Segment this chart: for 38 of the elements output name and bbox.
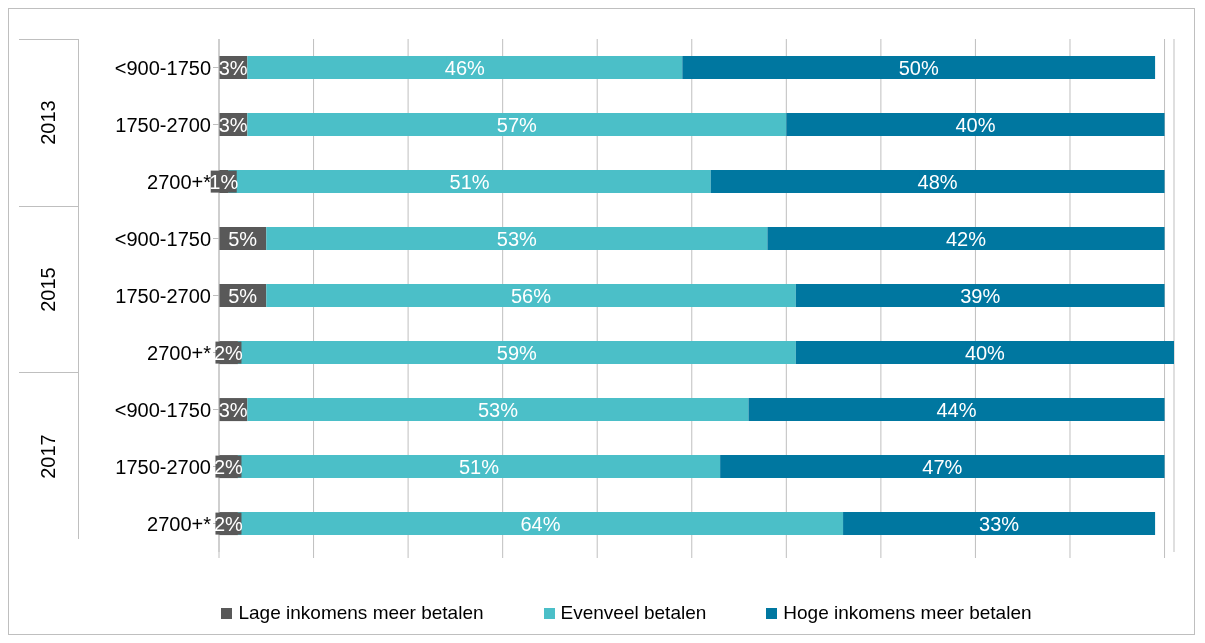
data-label: 64%: [520, 512, 561, 535]
data-label: 44%: [936, 398, 977, 421]
data-label: 59%: [496, 341, 538, 364]
legend-label: Evenveel betalen: [559, 602, 707, 624]
data-label: 51%: [449, 170, 490, 193]
y-tick-label: 1750-2700: [115, 455, 211, 478]
legend-label: Hoge inkomens meer betalen: [782, 602, 1032, 624]
data-label: 33%: [979, 512, 1020, 535]
legend-label: Lage inkomens meer betalen: [237, 602, 484, 624]
data-label: 48%: [917, 170, 958, 193]
y-tick-label: <900-1750: [114, 398, 211, 421]
data-label: 3%: [218, 113, 248, 136]
data-label: 51%: [459, 455, 500, 478]
y-tick-label: 2700+*: [147, 512, 212, 535]
y-tick-label: 2700+*: [147, 170, 212, 193]
text: 2015: [37, 267, 60, 312]
y-tick-label: 2700+*: [147, 341, 212, 364]
data-label: 3%: [218, 398, 248, 421]
data-label: 5%: [228, 284, 258, 307]
data-label: 5%: [228, 227, 258, 250]
y-tick-label: <900-1750: [114, 227, 211, 250]
data-label: 53%: [496, 227, 538, 250]
text: 2013: [37, 100, 60, 146]
data-label: 47%: [922, 455, 963, 478]
data-label: 50%: [898, 56, 939, 79]
y-tick-label: 1750-2700: [115, 113, 211, 136]
data-label: 42%: [945, 227, 987, 250]
data-label: 40%: [955, 113, 996, 136]
data-label: 39%: [960, 284, 1001, 307]
data-label: 56%: [511, 284, 552, 307]
y-tick-label: <900-1750: [114, 56, 211, 79]
text: 2017: [37, 433, 60, 479]
data-label: 46%: [444, 56, 486, 79]
data-label: 3%: [218, 56, 248, 79]
data-label: 53%: [477, 398, 519, 421]
data-label: 40%: [964, 341, 1006, 364]
data-label: 57%: [496, 113, 538, 136]
y-tick-label: 1750-2700: [115, 284, 211, 307]
